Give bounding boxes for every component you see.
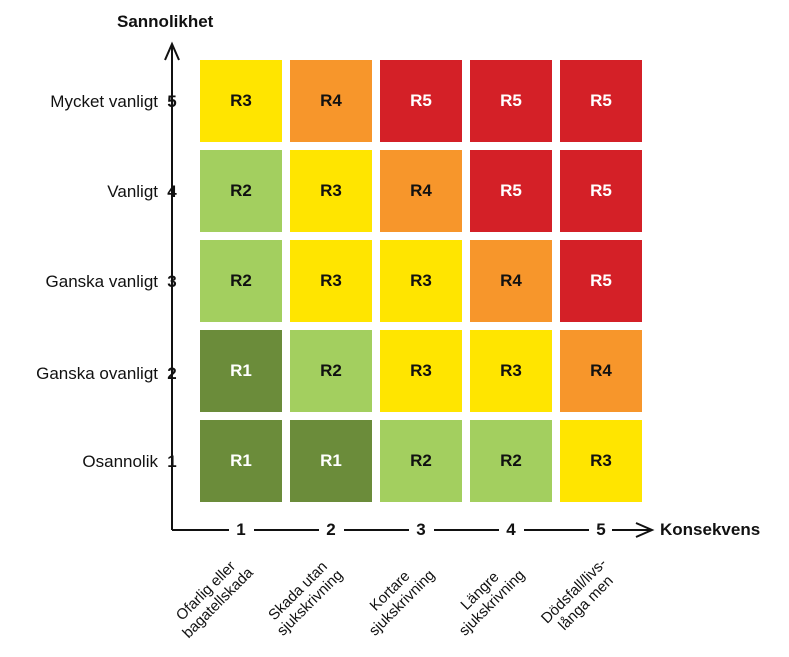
- y-axis-title: Sannolikhet: [117, 12, 214, 31]
- risk-cell: R4: [290, 60, 372, 142]
- y-level-number: 2: [167, 364, 177, 383]
- x-axis-title: Konsekvens: [660, 520, 761, 539]
- risk-cell: R2: [290, 330, 372, 412]
- y-level-number: 1: [167, 452, 177, 471]
- risk-cell: R2: [200, 150, 282, 232]
- risk-cell: R3: [380, 240, 462, 322]
- x-level-number: 1: [236, 520, 246, 539]
- risk-cell: R5: [560, 60, 642, 142]
- risk-cell: R4: [560, 330, 642, 412]
- risk-cell: R2: [470, 420, 552, 502]
- x-level-number: 2: [326, 520, 336, 539]
- risk-cell: R2: [380, 420, 462, 502]
- risk-cell: R5: [470, 150, 552, 232]
- x-level-number: 3: [416, 520, 426, 539]
- x-level-number: 4: [506, 520, 516, 539]
- risk-cell: R5: [380, 60, 462, 142]
- risk-cell: R3: [290, 150, 372, 232]
- risk-cell: R5: [560, 240, 642, 322]
- x-level-number: 5: [596, 520, 606, 539]
- y-level-label: Mycket vanligt: [50, 92, 158, 111]
- y-level-number: 3: [167, 272, 177, 291]
- y-level-label: Osannolik: [82, 452, 158, 471]
- risk-cell: R2: [200, 240, 282, 322]
- risk-cell: R3: [380, 330, 462, 412]
- risk-cell: R1: [290, 420, 372, 502]
- risk-cell: R3: [290, 240, 372, 322]
- y-level-label: Vanligt: [107, 182, 158, 201]
- risk-cell: R3: [560, 420, 642, 502]
- y-level-number: 4: [167, 182, 177, 201]
- risk-cell: R3: [470, 330, 552, 412]
- risk-cell: R1: [200, 420, 282, 502]
- risk-cell: R5: [470, 60, 552, 142]
- y-level-number: 5: [167, 92, 177, 111]
- risk-cell: R4: [470, 240, 552, 322]
- risk-cell: R5: [560, 150, 642, 232]
- y-level-label: Ganska ovanligt: [36, 364, 158, 383]
- y-level-label: Ganska vanligt: [45, 272, 158, 291]
- risk-cell: R1: [200, 330, 282, 412]
- risk-cell: R3: [200, 60, 282, 142]
- risk-cell: R4: [380, 150, 462, 232]
